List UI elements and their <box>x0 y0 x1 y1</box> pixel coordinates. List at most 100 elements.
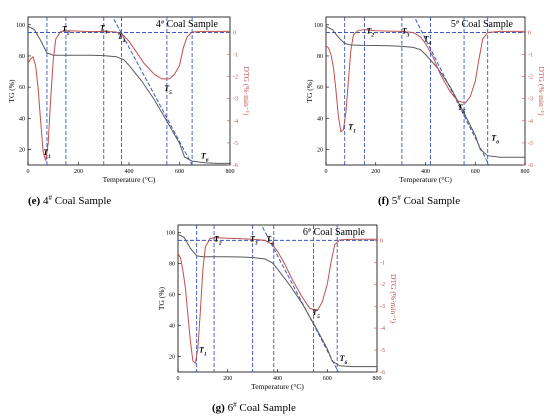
right-axis-label: DTG (%·min⁻¹) <box>389 274 398 323</box>
marker-t1: T1 <box>199 345 207 357</box>
x-tick-label: 600 <box>323 376 332 382</box>
right-tick-label: -6 <box>233 163 238 169</box>
marker-t3: T3 <box>250 234 258 246</box>
panel-caption: (g) 6# Coal Sample <box>212 401 296 414</box>
x-tick-label: 200 <box>74 169 83 175</box>
right-tick-label: -1 <box>233 53 238 59</box>
marker-t2: T2 <box>214 234 222 246</box>
tangent-line-2 <box>113 18 193 165</box>
right-tick-label: -2 <box>380 282 385 288</box>
left-axis-label: TG (%) <box>7 79 16 103</box>
left-tick-label: 20 <box>169 355 175 361</box>
right-tick-label: -3 <box>233 97 238 103</box>
plot-area <box>28 17 230 165</box>
tg-curve <box>178 233 377 368</box>
x-tick-label: 400 <box>125 169 134 175</box>
x-tick-label: 200 <box>223 376 232 382</box>
marker-t5: T5 <box>458 103 466 115</box>
right-tick-label: -2 <box>528 75 533 81</box>
chart-panel-0: 0 200 400 600 800 20 40 60 80 100 0 -1 -2 -3 -4 -5 -6 Tem… <box>7 16 251 207</box>
marker-t2: T2 <box>366 27 374 39</box>
marker-t5: T5 <box>164 84 172 96</box>
right-tick-label: -3 <box>528 97 533 103</box>
plot-area <box>178 225 377 372</box>
x-tick-label: 800 <box>373 376 382 382</box>
left-tick-label: 40 <box>317 116 323 122</box>
marker-t6: T6 <box>491 134 499 146</box>
x-tick-label: 800 <box>521 169 530 175</box>
tg-curve <box>326 25 525 158</box>
left-axis-label: TG (%) <box>157 286 166 310</box>
marker-t5: T5 <box>312 308 320 320</box>
right-tick-label: -3 <box>380 304 385 310</box>
marker-t1: T1 <box>348 123 356 135</box>
marker-t4: T4 <box>118 32 126 44</box>
chart-title: 5# Coal Sample <box>451 19 514 31</box>
left-tick-label: 80 <box>317 54 323 60</box>
left-tick-label: 80 <box>19 54 25 60</box>
chart-panel-1: 0 200 400 600 800 20 40 60 80 100 0 -1 -2 -3 -4 -5 -6 Tem… <box>305 16 546 207</box>
chart-title: 6# Coal Sample <box>303 227 366 239</box>
marker-t1: T1 <box>43 148 51 160</box>
panel-caption: (f) 5# Coal Sample <box>378 194 460 207</box>
tangent-line-2 <box>415 18 490 165</box>
marker-t6: T6 <box>201 151 209 163</box>
left-tick-label: 60 <box>19 85 25 91</box>
right-tick-label: -6 <box>380 370 385 376</box>
left-tick-label: 40 <box>169 324 175 330</box>
dtg-curve <box>178 237 377 365</box>
right-tick-label: -5 <box>233 141 238 147</box>
x-axis-label: Temperature (°C) <box>399 175 452 184</box>
plot-frame <box>27 16 231 166</box>
dtg-curve <box>28 30 230 161</box>
plot-frame <box>177 224 378 373</box>
x-tick-label: 400 <box>421 169 430 175</box>
left-tick-label: 20 <box>317 147 323 153</box>
plot-area <box>326 17 525 165</box>
left-axis-label: TG (%) <box>305 79 314 103</box>
left-tick-label: 60 <box>317 85 323 91</box>
x-tick-label: 400 <box>273 376 282 382</box>
panel-caption: (e) 4# Coal Sample <box>28 194 111 207</box>
dtg-curve <box>326 29 525 133</box>
left-tick-label: 100 <box>314 23 323 29</box>
right-tick-label: -1 <box>528 53 533 59</box>
x-tick-label: 0 <box>325 169 328 175</box>
tg-curve <box>28 25 230 164</box>
right-axis-label: DTG (%·min⁻¹) <box>242 67 251 116</box>
left-tick-label: 80 <box>169 262 175 268</box>
right-tick-label: -1 <box>380 260 385 266</box>
right-tick-label: -4 <box>233 119 238 125</box>
right-tick-label: 0 <box>233 30 236 36</box>
marker-t6: T6 <box>340 354 348 366</box>
x-tick-label: 0 <box>177 376 180 382</box>
right-axis-label: DTG (%·min⁻¹) <box>537 67 546 116</box>
x-tick-label: 800 <box>226 169 235 175</box>
right-tick-label: -2 <box>233 75 238 81</box>
marker-t3: T3 <box>402 27 410 39</box>
marker-t4: T4 <box>424 34 432 46</box>
chart-panel-2: 0 200 400 600 800 20 40 60 80 100 0 -1 -2 -3 -4 -5 -6 Tem… <box>157 224 398 414</box>
left-tick-label: 60 <box>169 293 175 299</box>
marker-t4: T4 <box>266 234 274 246</box>
left-tick-label: 100 <box>166 231 175 237</box>
right-tick-label: -6 <box>528 163 533 169</box>
x-tick-label: 600 <box>471 169 480 175</box>
tangent-line-2 <box>262 226 339 372</box>
x-tick-label: 200 <box>371 169 380 175</box>
right-tick-label: 0 <box>380 238 383 244</box>
right-tick-label: 0 <box>528 30 531 36</box>
chart-title: 4# Coal Sample <box>156 19 219 31</box>
marker-t3: T3 <box>100 23 108 35</box>
left-tick-label: 40 <box>19 116 25 122</box>
x-axis-label: Temperature (°C) <box>103 175 156 184</box>
left-tick-label: 20 <box>19 147 25 153</box>
x-tick-label: 0 <box>27 169 30 175</box>
right-tick-label: -5 <box>528 141 533 147</box>
x-tick-label: 600 <box>175 169 184 175</box>
x-axis-label: Temperature (°C) <box>251 382 304 391</box>
right-tick-label: -4 <box>528 119 533 125</box>
marker-t2: T2 <box>62 24 70 36</box>
left-tick-label: 100 <box>16 23 25 29</box>
